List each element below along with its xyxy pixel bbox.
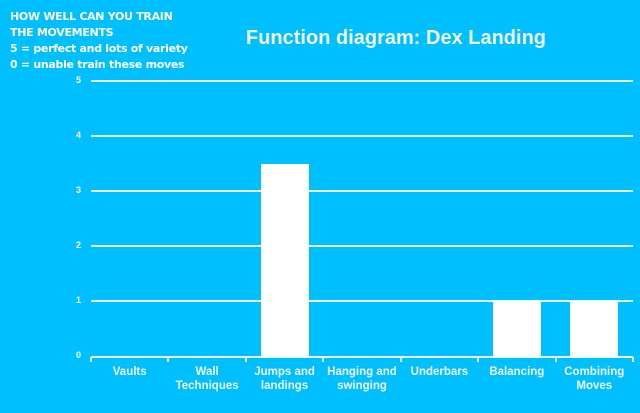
- bar: [492, 301, 541, 356]
- x-axis-line: [91, 356, 633, 358]
- x-category-label: Vaults: [112, 366, 147, 378]
- gridline: [91, 80, 633, 82]
- gridline: [91, 245, 633, 247]
- y-tick-label: 3: [75, 185, 81, 195]
- gridline: [91, 190, 633, 192]
- x-category-label: Jumps and landings: [254, 366, 315, 392]
- x-category-label: Wall Techniques: [175, 366, 239, 392]
- note-line: THE MOVEMENTS: [10, 26, 114, 39]
- x-tick: [322, 357, 325, 362]
- gridline: [91, 135, 633, 137]
- instructions-note: HOW WELL CAN YOU TRAIN THE MOVEMENTS 5 =…: [10, 9, 188, 73]
- x-tick: [554, 357, 557, 362]
- x-category-label: Hanging and swinging: [327, 366, 397, 392]
- x-tick: [244, 357, 247, 362]
- x-category-label: Underbars: [410, 366, 469, 378]
- plot-area: 0 1 2 3 4 5: [76, 75, 634, 362]
- x-tick: [632, 357, 634, 362]
- chart-title: Function diagram: Dex Landing: [246, 27, 547, 49]
- y-tick-label: 2: [75, 240, 81, 250]
- x-tick: [477, 357, 480, 362]
- bar: [260, 163, 309, 356]
- x-category-label: Balancing: [489, 366, 545, 378]
- x-tick: [167, 357, 170, 362]
- bar: [570, 301, 619, 356]
- note-line: HOW WELL CAN YOU TRAIN: [10, 10, 173, 23]
- x-tick: [399, 357, 402, 362]
- x-category-label: Combining Moves: [564, 366, 625, 392]
- y-tick-label: 4: [75, 130, 81, 140]
- gridline: [91, 300, 633, 302]
- note-line: 0 = unable train these moves: [10, 58, 185, 71]
- y-tick-label: 0: [75, 350, 81, 360]
- y-tick-label: 1: [75, 295, 81, 305]
- y-tick-label: 5: [75, 75, 81, 85]
- x-tick: [90, 357, 92, 362]
- note-line: 5 = perfect and lots of variety: [10, 42, 188, 55]
